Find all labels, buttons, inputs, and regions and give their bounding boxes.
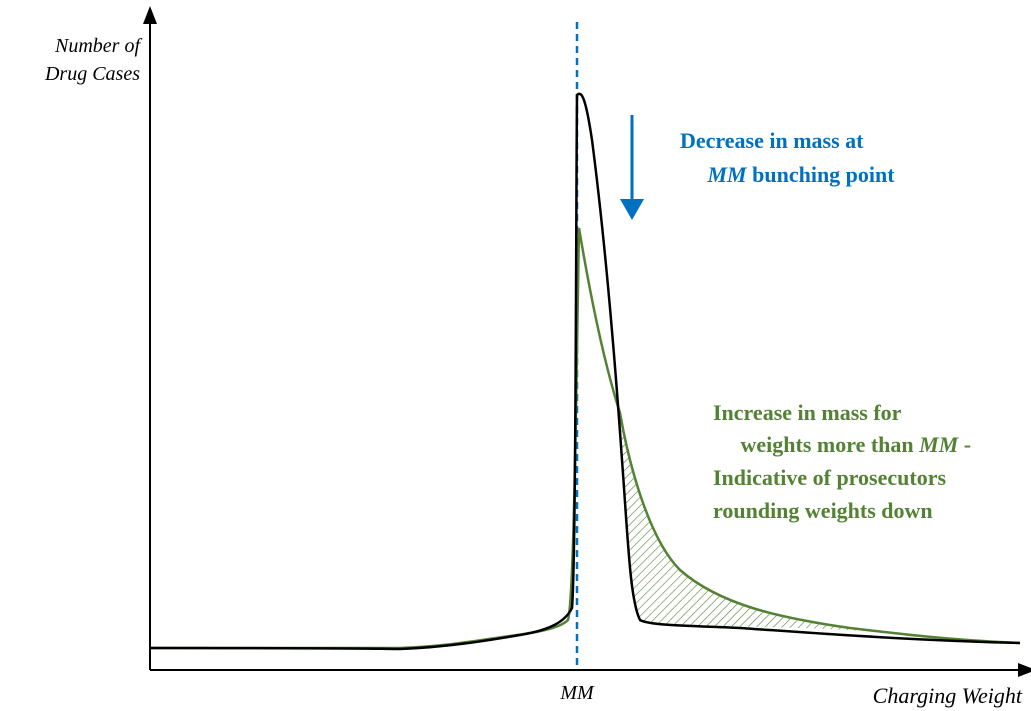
- x-axis-label: Charging Weight: [873, 683, 1023, 708]
- increase-callout-lead: weights more than: [741, 432, 920, 457]
- decrease-callout-line1: Decrease in mass at: [680, 128, 864, 153]
- y-axis-label-line1: Number of: [54, 35, 142, 57]
- decrease-callout-line2: MM bunching point: [680, 162, 911, 187]
- increase-callout-line1: Increase in mass for: [713, 400, 902, 425]
- original-distribution-curve: [149, 92, 1021, 651]
- decrease-callout-mm: MM: [707, 162, 749, 187]
- x-tick-label-mm: MM: [559, 682, 595, 704]
- increase-callout-line4: rounding weights down: [713, 498, 933, 523]
- y-axis-label-line2: Drug Cases: [44, 63, 140, 85]
- increase-mass-hatched-region: [620, 413, 990, 641]
- increase-callout-mm: MM: [918, 432, 960, 457]
- decrease-callout-rest: bunching point: [747, 162, 896, 187]
- increase-callout-line3: Indicative of prosecutors: [713, 465, 946, 490]
- increase-callout-line2: weights more than MM -: [713, 432, 988, 457]
- increase-callout-trail: -: [958, 432, 971, 457]
